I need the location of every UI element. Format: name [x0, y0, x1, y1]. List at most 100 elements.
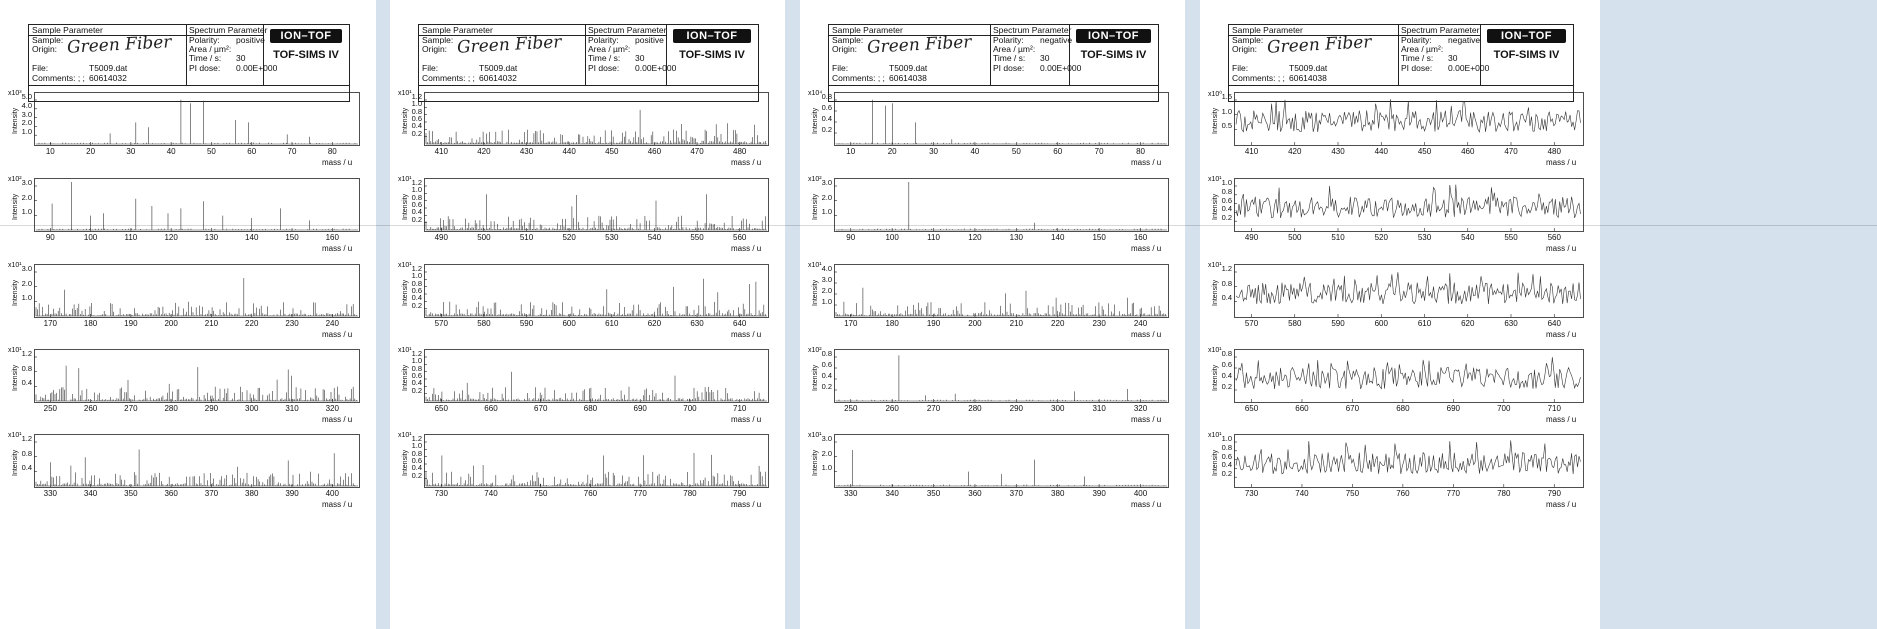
x-tick-label: 640: [732, 319, 747, 328]
x-tick-label: 460: [1461, 147, 1475, 156]
x-tick-label: 670: [1345, 404, 1360, 413]
y-tick-label: 3.0: [21, 178, 32, 187]
spectrum-panel: x10¹ Intensity mass / u 1.0 0.8 0.6 0.4 0.2 490 5…: [1200, 176, 1600, 253]
time-value: 30: [635, 53, 645, 63]
y-tick-label: 1.0: [1221, 106, 1232, 116]
parameter-header: Sample Parameter Sample: Origin: File: T5009…: [1228, 24, 1574, 102]
spectrum-panel: x10² Intensity mass / u 0.8 0.6 0.4 0.2 250 260 2…: [800, 347, 1185, 424]
x-tick-label: 650: [1244, 404, 1259, 413]
y-tick-label: 0.8: [21, 448, 32, 458]
spectrum-plot: [1234, 264, 1584, 318]
file-value: T5009.dat: [889, 63, 928, 73]
handwritten-origin: Green Fiber: [66, 32, 172, 58]
x-tick-label: 610: [605, 319, 619, 328]
comments-value: 60614038: [1289, 73, 1327, 83]
file-value: T5009.dat: [89, 63, 128, 73]
x-tick-label: 600: [562, 319, 576, 328]
x-tick-label: 280: [968, 404, 982, 413]
x-tick-label: 370: [204, 489, 219, 498]
polarity-value: positive: [236, 35, 265, 45]
comments-value: 60614032: [479, 73, 517, 83]
plot-frame: [1234, 178, 1584, 232]
x-tick-label: 310: [1092, 404, 1106, 413]
pi-dose-label: PI dose:: [588, 63, 620, 73]
x-tick-label: 480: [1547, 147, 1561, 156]
y-tick-label: 0.8: [1221, 442, 1232, 452]
spectrum-panel: x10¹ Intensity mass / u 1.0 0.8 0.6 0.4 0.2 730 7…: [1200, 432, 1600, 509]
plot-frame: [424, 434, 769, 488]
sample-parameter-title: Sample Parameter: [422, 25, 493, 35]
x-tick-label: 490: [434, 233, 448, 242]
y-tick-label: 1.2: [411, 264, 422, 273]
y-tick-label: 0.6: [411, 371, 422, 380]
y-tick-label: 0.6: [1221, 195, 1232, 205]
x-axis-unit: mass / u: [1546, 330, 1577, 339]
x-tick-label: 670: [534, 404, 548, 413]
x-tick-label: 780: [683, 489, 697, 498]
intensity-scale: x10⁰: [1208, 91, 1223, 98]
comments-value: 60614032: [89, 73, 127, 83]
tof-sims-brand: TOF-SIMS IV: [1080, 49, 1147, 61]
x-tick-label: 70: [1094, 147, 1104, 156]
x-tick-label: 90: [45, 233, 55, 242]
spectrum-trace: [425, 371, 767, 402]
time-value: 30: [236, 53, 246, 63]
spectrum-trace: [835, 182, 1167, 231]
time-label: Time / s:: [993, 53, 1026, 63]
y-tick-label: 2.0: [21, 192, 32, 202]
intensity-scale: x10²: [808, 347, 822, 354]
intensity-scale: x10¹: [1208, 176, 1222, 183]
y-tick-label: 2.0: [21, 118, 32, 128]
spectrum-panel: x10¹ Intensity mass / u 1.2 1.0 0.8 0.6 0.4 0.2 4…: [390, 90, 785, 167]
area-label: Area / µm²:: [588, 44, 631, 54]
spectrum-plot: [1234, 434, 1584, 488]
x-tick-label: 660: [484, 404, 498, 413]
sample-parameter-title: Sample Parameter: [832, 25, 903, 35]
file-label: File:: [832, 63, 849, 73]
intensity-scale: x10¹: [8, 347, 22, 354]
spectrum-plot: [424, 178, 769, 232]
sample-parameter-title: Sample Parameter: [32, 25, 103, 35]
x-tick-label: 730: [434, 489, 448, 498]
spectrum-panel: x10⁴ Intensity mass / u 0.8 0.6 0.4 0.2 10 20 30 4…: [800, 90, 1185, 167]
x-tick-label: 610: [1417, 319, 1432, 328]
intensity-scale: x10¹: [8, 262, 22, 269]
x-tick-label: 410: [1244, 147, 1259, 156]
spectrum-parameter-title: Spectrum Parameter: [993, 25, 1072, 35]
x-tick-label: 690: [1446, 404, 1461, 413]
handwritten-origin: Green Fiber: [1266, 32, 1372, 58]
spectrum-trace: [835, 450, 1167, 487]
comments-value: 60614038: [889, 73, 927, 83]
pi-dose-label: PI dose:: [1401, 63, 1433, 73]
x-tick-label: 320: [1133, 404, 1148, 413]
spectrum-trace: [35, 365, 358, 402]
time-label: Time / s:: [588, 53, 621, 63]
comments-label: Comments: ; ;: [422, 73, 475, 83]
pi-dose-label: PI dose:: [189, 63, 221, 73]
x-tick-label: 760: [583, 489, 598, 498]
parameter-header: Sample Parameter Sample: Origin: File: T5009…: [418, 24, 759, 102]
time-label: Time / s:: [1401, 53, 1434, 63]
plot-frame: [834, 349, 1169, 403]
x-tick-label: 400: [1133, 489, 1148, 498]
spectrum-panel: x10¹ Intensity mass / u 4.0 3.0 2.0 1.0 170 180 1…: [800, 262, 1185, 339]
y-tick-label: 0.4: [411, 378, 422, 388]
intensity-scale: x10²: [8, 176, 22, 183]
spectrum-trace: [835, 355, 1167, 402]
spectrum-trace: [1235, 184, 1581, 219]
spectrum-trace: [35, 449, 358, 487]
y-tick-label: 1.2: [411, 178, 422, 187]
x-tick-label: 790: [732, 489, 747, 498]
x-tick-label: 680: [583, 404, 598, 413]
x-axis-unit: mass / u: [322, 244, 353, 253]
y-tick-label: 0.2: [821, 382, 832, 391]
pi-dose-value: 0.00E+000: [236, 63, 278, 73]
spectrum-plot: [34, 349, 360, 403]
y-tick-label: 0.4: [821, 371, 832, 380]
x-tick-label: 460: [647, 147, 662, 156]
y-tick-label: 3.0: [21, 264, 32, 273]
spectrum-plot: [34, 92, 360, 146]
y-tick-label: 5.0: [21, 92, 32, 101]
x-tick-label: 580: [477, 319, 491, 328]
x-tick-label: 10: [846, 147, 856, 156]
